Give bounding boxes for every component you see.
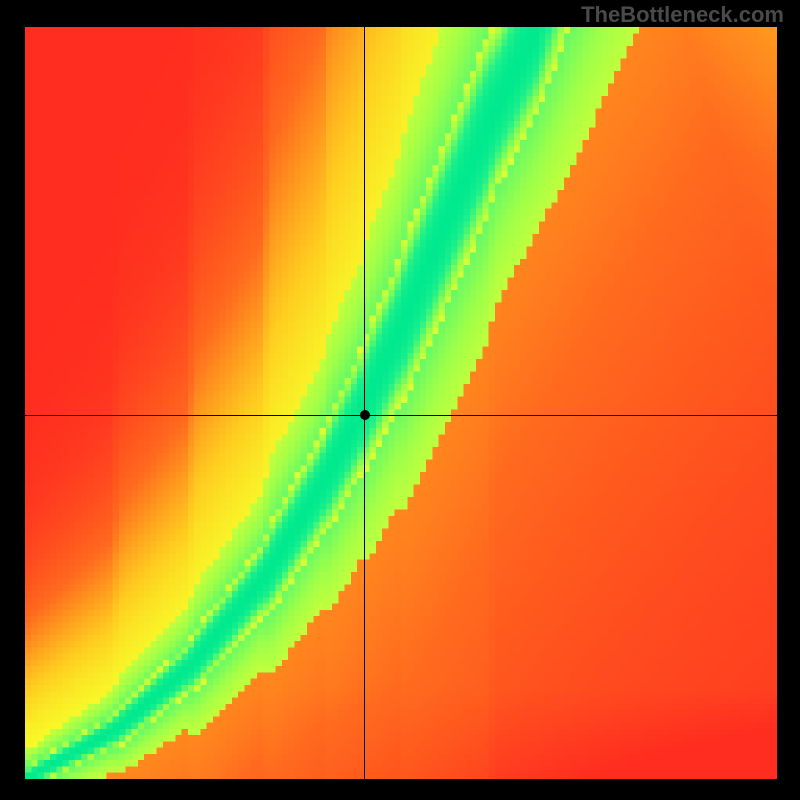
- crosshair-vertical: [364, 27, 365, 779]
- watermark-text: TheBottleneck.com: [581, 2, 784, 28]
- bottleneck-heatmap: [25, 27, 777, 779]
- crosshair-marker-dot: [360, 410, 370, 420]
- crosshair-horizontal: [25, 415, 777, 416]
- chart-container: TheBottleneck.com: [0, 0, 800, 800]
